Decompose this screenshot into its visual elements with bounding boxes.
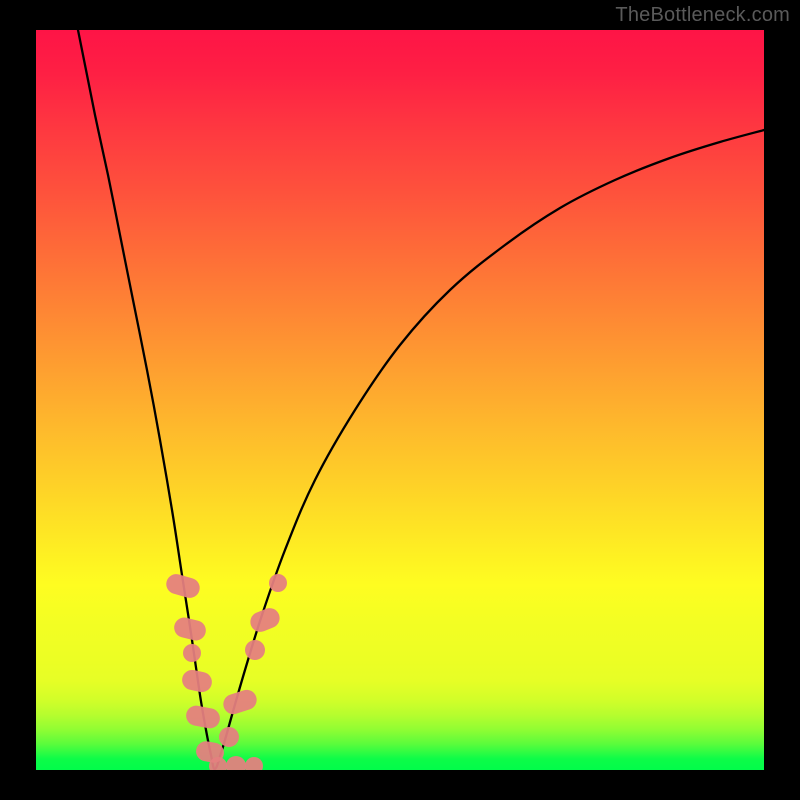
watermark-text: TheBottleneck.com xyxy=(615,4,790,27)
data-marker xyxy=(183,644,201,662)
data-marker xyxy=(245,757,263,775)
gradient-background xyxy=(36,30,764,770)
chart-root: TheBottleneck.com xyxy=(0,0,800,800)
data-marker xyxy=(269,574,287,592)
data-marker xyxy=(226,756,246,776)
data-marker xyxy=(209,757,227,775)
chart-svg xyxy=(0,0,800,800)
